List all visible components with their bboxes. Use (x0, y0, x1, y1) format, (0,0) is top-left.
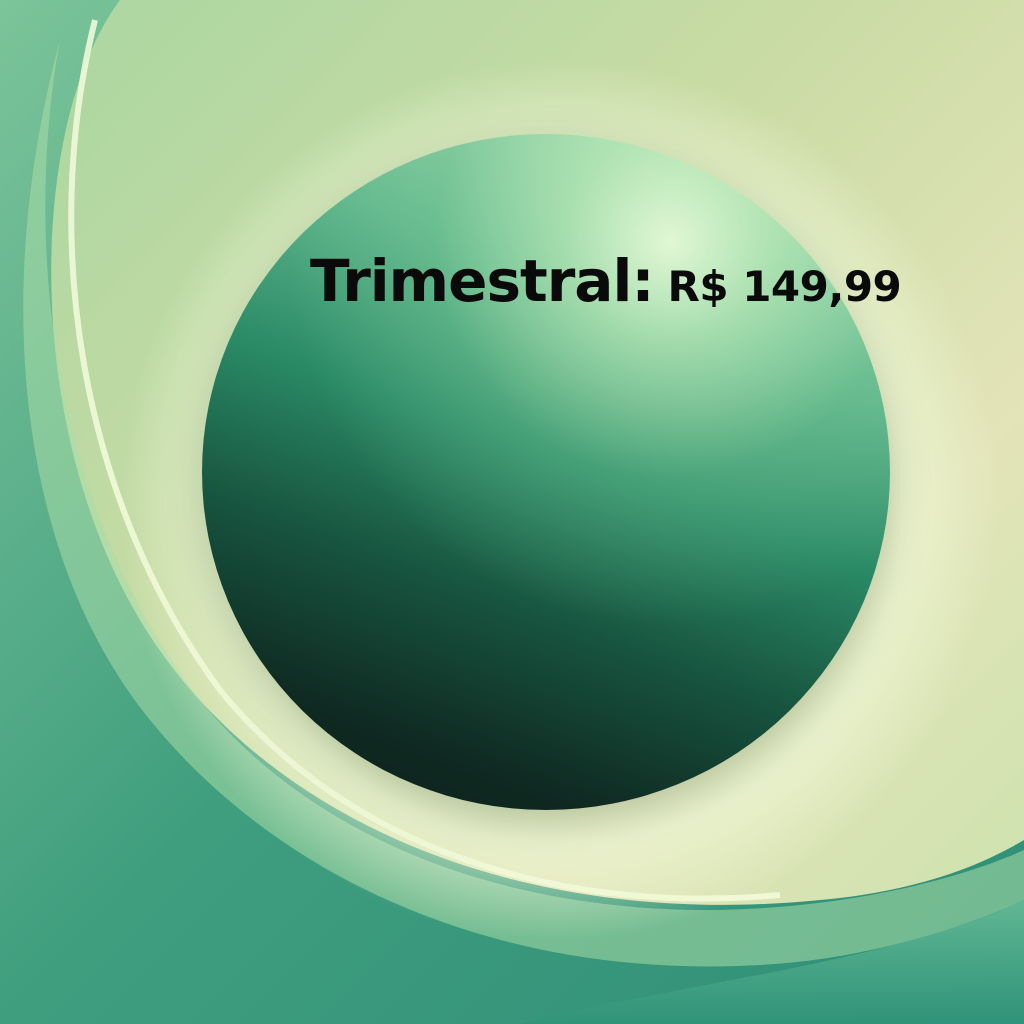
green-sphere (202, 134, 890, 810)
price-caption: Trimestral: R$ 149,99 (310, 252, 902, 311)
background-bottom-wash (520, 900, 1024, 1024)
plan-price: R$ 149,99 (667, 262, 902, 311)
plan-label: Trimestral: (310, 247, 655, 315)
